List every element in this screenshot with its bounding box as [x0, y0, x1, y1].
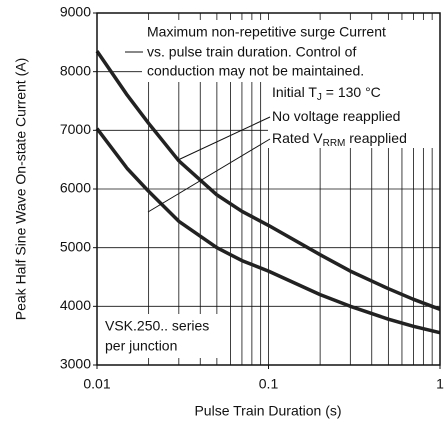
annotation: vs. pulse train duration. Control of	[147, 44, 356, 60]
annotation-bg	[142, 20, 440, 82]
x-tick-label: 1	[436, 376, 444, 392]
leader-line	[147, 138, 271, 213]
plot-frame	[96, 12, 441, 366]
annotation: Maximum non-repetitive surge Current	[147, 24, 386, 40]
annotation-bg	[99, 314, 224, 358]
y-tick-label: 3000	[60, 356, 91, 372]
device-note: VSK.250.. series	[105, 318, 209, 334]
condition: Initial TJ = 130 °C	[272, 84, 381, 103]
y-tick-label: 5000	[60, 238, 91, 254]
y-tick-label: 8000	[60, 62, 91, 78]
y-tick-label: 6000	[60, 180, 91, 196]
legend-entry: No voltage reapplied	[272, 108, 400, 124]
annotation-bg	[268, 82, 440, 148]
curve	[95, 127, 441, 335]
y-tick-label: 9000	[60, 4, 91, 20]
annotation: conduction may not be maintained.	[147, 63, 364, 79]
x-tick-label: 0.1	[259, 376, 279, 392]
x-tick-label: 0.01	[83, 376, 110, 392]
device-note: per junction	[105, 338, 177, 354]
y-tick-label: 7000	[60, 121, 91, 137]
y-axis-label: Peak Half Sine Wave On-state Current (A)	[13, 58, 29, 320]
leader-line	[177, 116, 271, 161]
x-axis-label: Pulse Train Duration (s)	[194, 403, 341, 419]
y-tick-label: 4000	[60, 297, 91, 313]
legend-entry: Rated VRRM reapplied	[272, 130, 407, 149]
curve	[95, 50, 441, 311]
